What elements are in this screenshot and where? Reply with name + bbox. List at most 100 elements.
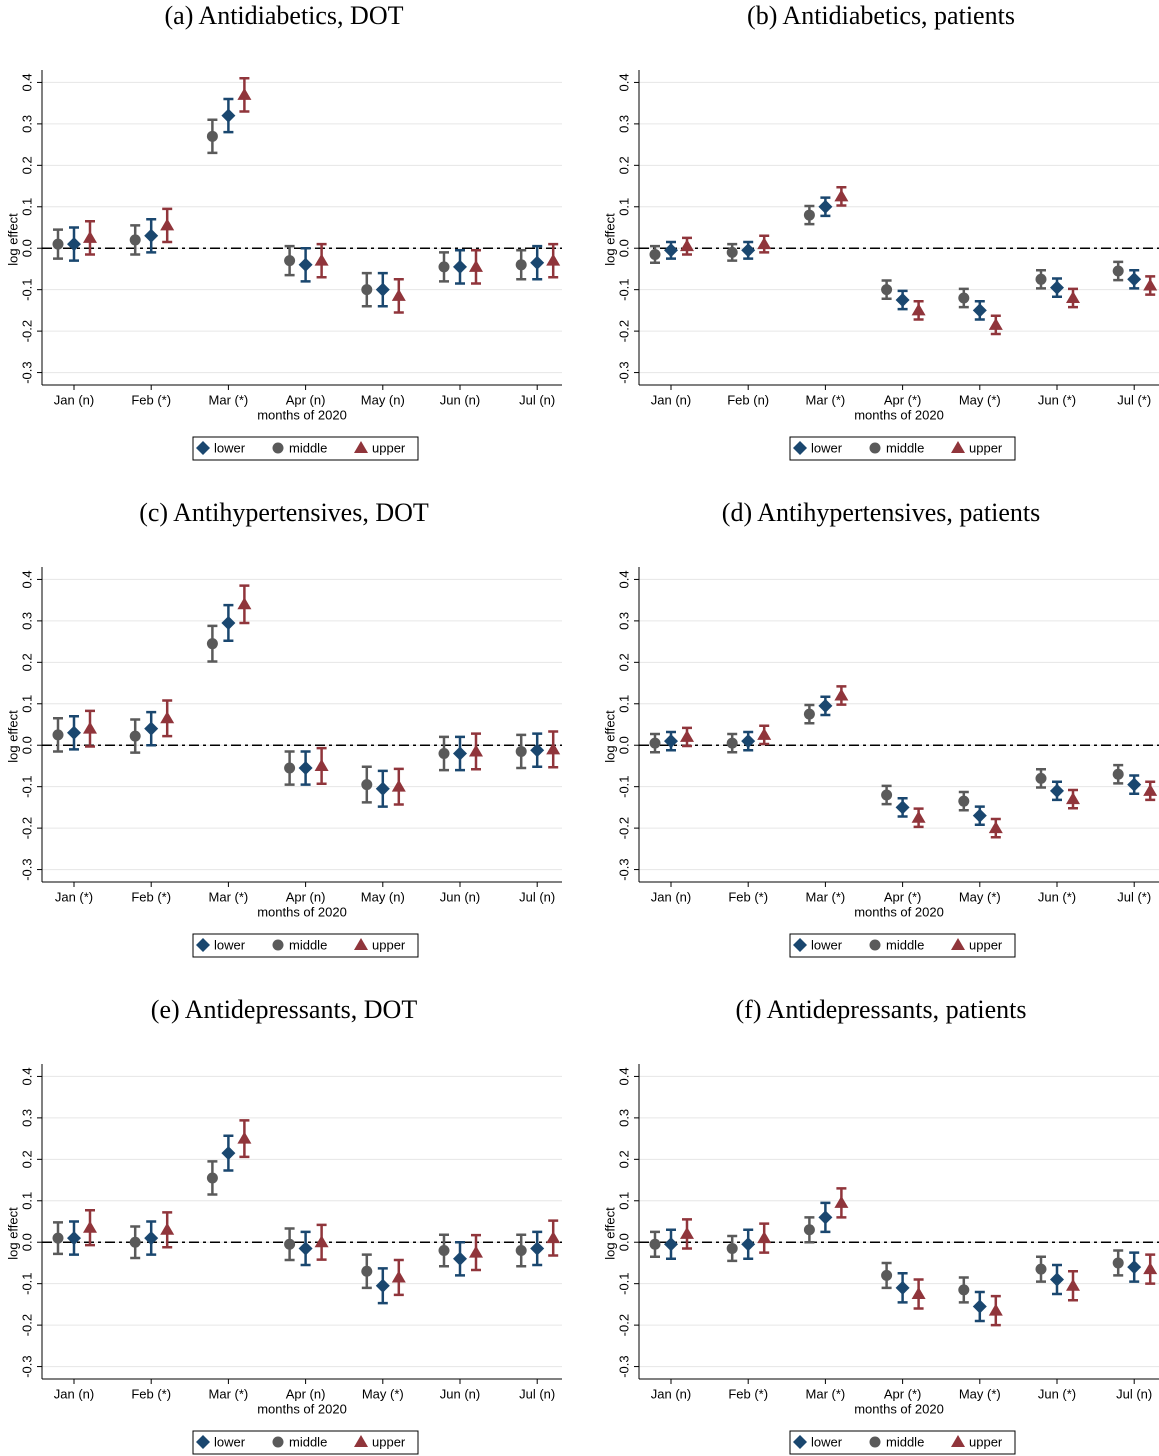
y-tick-label: -0.3 <box>616 858 631 880</box>
y-tick-label: -0.1 <box>616 278 631 300</box>
marker <box>741 734 756 749</box>
legend-label: middle <box>289 1434 327 1449</box>
legend-label: upper <box>969 1434 1003 1449</box>
x-tick-label: Jun (n) <box>440 1386 480 1401</box>
marker <box>272 939 284 951</box>
marker <box>354 938 368 950</box>
marker <box>1035 1263 1047 1275</box>
x-tick-label: Apr (*) <box>884 889 922 904</box>
legend-label: lower <box>214 937 246 952</box>
x-tick-label: Feb (*) <box>131 392 171 407</box>
x-tick-label: Jul (n) <box>1116 1386 1152 1401</box>
marker <box>680 729 694 742</box>
legend: lower middle upper <box>789 436 1016 461</box>
x-tick-label: Jun (*) <box>1038 1386 1076 1401</box>
y-tick-label: -0.2 <box>616 1314 631 1336</box>
panel-title: (e) Antidepressants, DOT <box>151 995 418 1024</box>
marker <box>818 698 833 713</box>
marker <box>515 1245 527 1257</box>
marker <box>298 257 313 272</box>
marker <box>160 1222 175 1235</box>
marker <box>726 1242 738 1254</box>
y-tick-label: 0.3 <box>616 1109 631 1127</box>
marker <box>83 230 97 243</box>
x-tick-label: Feb (*) <box>131 1386 171 1401</box>
x-tick-label: Mar (*) <box>209 1386 249 1401</box>
marker <box>803 708 815 720</box>
x-tick-label: Apr (*) <box>884 392 922 407</box>
legend-label: upper <box>969 937 1003 952</box>
y-tick-label: 0.1 <box>19 198 34 216</box>
legend: lower middle upper <box>789 933 1016 958</box>
x-tick-label: Mar (*) <box>806 392 846 407</box>
y-tick-label: 0.2 <box>616 653 631 671</box>
marker <box>298 761 313 776</box>
marker <box>1112 265 1124 277</box>
x-tick-label: Feb (n) <box>727 392 769 407</box>
marker <box>726 737 738 749</box>
marker <box>1127 272 1142 287</box>
marker <box>803 1224 815 1236</box>
marker <box>530 1241 545 1256</box>
marker <box>144 721 159 736</box>
y-axis-label: log effect <box>5 1207 20 1260</box>
marker <box>361 779 373 791</box>
legend: lower middle upper <box>789 1430 1016 1455</box>
x-axis-label: months of 2020 <box>854 904 944 919</box>
marker <box>793 441 807 455</box>
y-tick-label: 0.4 <box>616 570 631 588</box>
marker <box>52 729 64 741</box>
legend-label: upper <box>372 440 406 455</box>
y-tick-label: 0.0 <box>19 736 34 754</box>
marker <box>52 238 64 250</box>
x-tick-label: Jan (n) <box>651 889 691 904</box>
marker <box>958 292 970 304</box>
marker <box>375 1278 390 1293</box>
x-tick-label: Jun (*) <box>1038 392 1076 407</box>
marker <box>375 282 390 297</box>
marker <box>144 228 159 243</box>
y-tick-label: 0.2 <box>616 156 631 174</box>
y-tick-label: 0.4 <box>616 1067 631 1085</box>
x-tick-label: Feb (*) <box>728 889 768 904</box>
y-tick-label: 0.0 <box>19 1233 34 1251</box>
panel-title: (c) Antihypertensives, DOT <box>139 498 429 527</box>
marker <box>272 442 284 454</box>
y-tick-label: 0.4 <box>616 73 631 91</box>
y-axis-label: log effect <box>602 1207 617 1260</box>
marker <box>803 209 815 221</box>
y-axis-label: log effect <box>5 213 20 266</box>
x-tick-label: Feb (*) <box>131 889 171 904</box>
marker <box>911 1287 926 1300</box>
legend: lower middle upper <box>192 933 419 958</box>
marker <box>314 253 329 266</box>
x-axis-label: months of 2020 <box>257 1401 347 1416</box>
marker <box>453 1251 467 1266</box>
marker <box>144 1231 159 1246</box>
y-tick-label: -0.1 <box>616 775 631 797</box>
marker <box>314 758 329 771</box>
marker <box>793 938 807 952</box>
x-tick-label: Mar (*) <box>209 392 249 407</box>
marker <box>895 800 910 815</box>
marker <box>298 1241 313 1256</box>
legend-label: middle <box>886 937 924 952</box>
y-tick-label: -0.2 <box>19 1314 34 1336</box>
marker <box>881 284 893 296</box>
y-axis-label: log effect <box>602 213 617 266</box>
marker <box>895 293 910 308</box>
marker <box>1035 772 1047 784</box>
marker <box>196 441 210 455</box>
y-tick-label: 0.1 <box>616 198 631 216</box>
marker <box>375 781 390 796</box>
marker <box>361 1265 373 1277</box>
marker <box>515 259 527 271</box>
legend-label: middle <box>886 1434 924 1449</box>
marker <box>160 218 175 231</box>
y-tick-label: -0.1 <box>616 1272 631 1294</box>
x-tick-label: May (*) <box>959 889 1001 904</box>
marker <box>1035 273 1047 285</box>
marker <box>469 259 483 272</box>
marker <box>530 255 545 270</box>
